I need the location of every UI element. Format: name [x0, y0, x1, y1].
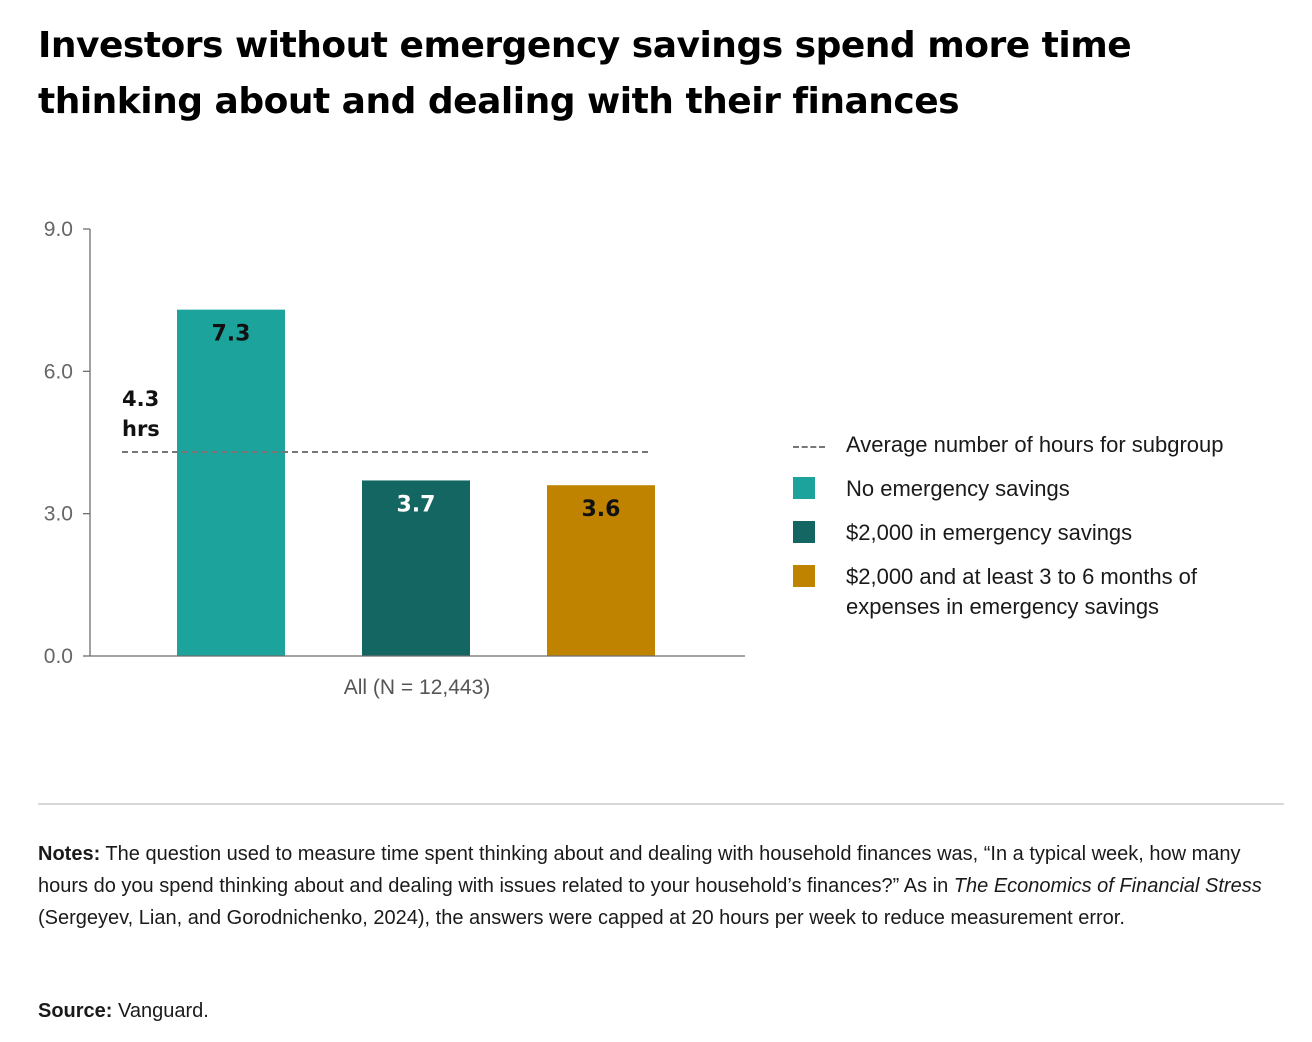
bar-value-label: 3.6 — [582, 497, 621, 522]
legend-item-no-savings: No emergency savings — [793, 474, 1293, 504]
bars: 7.3 3.7 3.6 — [177, 309, 655, 656]
y-tick-label: 9.0 — [44, 218, 73, 241]
legend-label: Average number of hours for subgroup — [846, 432, 1224, 457]
source-label: Source: — [38, 1000, 113, 1022]
notes: Notes: The question used to measure time… — [38, 838, 1278, 934]
y-tick-label: 0.0 — [44, 645, 73, 668]
bar-value-label: 3.7 — [397, 492, 436, 517]
x-axis: All (N = 12,443) — [90, 655, 745, 699]
bar-chart: 0.0 3.0 6.0 9.0 7.3 3.7 3.6 4.3 hrs All (N = 1… — [44, 218, 745, 699]
legend-swatch — [793, 477, 815, 499]
bar — [547, 485, 655, 656]
source: Source: Vanguard. — [38, 995, 209, 1027]
legend-dash-line — [793, 446, 825, 448]
source-text: Vanguard. — [112, 1000, 209, 1022]
y-tick-label: 3.0 — [44, 503, 73, 526]
chart-title: Investors without emergency savings spen… — [38, 25, 1132, 122]
reference-line-value: 4.3 — [122, 387, 159, 411]
legend-swatch — [793, 565, 815, 587]
bar — [177, 309, 285, 656]
notes-italic-title: The Economics of Financial Stress — [953, 875, 1262, 897]
notes-text-end: (Sergeyev, Lian, and Gorodnichenko, 2024… — [38, 907, 1125, 929]
legend-label: $2,000 and at least 3 to 6 months of exp… — [846, 564, 1198, 619]
y-tick-label: 6.0 — [44, 360, 73, 383]
notes-text: The question used to measure time spent … — [38, 843, 1241, 897]
bar — [362, 480, 470, 656]
legend-item-3-6-months: $2,000 and at least 3 to 6 months of exp… — [793, 562, 1293, 622]
legend: Average number of hours for subgroup No … — [793, 430, 1293, 636]
bar-value-label: 7.3 — [212, 322, 251, 347]
reference-line-unit: hrs — [122, 417, 160, 441]
reference-line-group: 4.3 hrs — [122, 387, 652, 453]
legend-label: No emergency savings — [846, 476, 1070, 501]
y-axis: 0.0 3.0 6.0 9.0 — [44, 218, 91, 668]
legend-item-average: Average number of hours for subgroup — [793, 430, 1293, 460]
divider — [38, 803, 1284, 805]
legend-item-2000-savings: $2,000 in emergency savings — [793, 518, 1293, 548]
x-category-label: All (N = 12,443) — [344, 676, 491, 699]
notes-label: Notes: — [38, 843, 101, 865]
legend-label: $2,000 in emergency savings — [846, 520, 1133, 545]
legend-swatch — [793, 521, 815, 543]
